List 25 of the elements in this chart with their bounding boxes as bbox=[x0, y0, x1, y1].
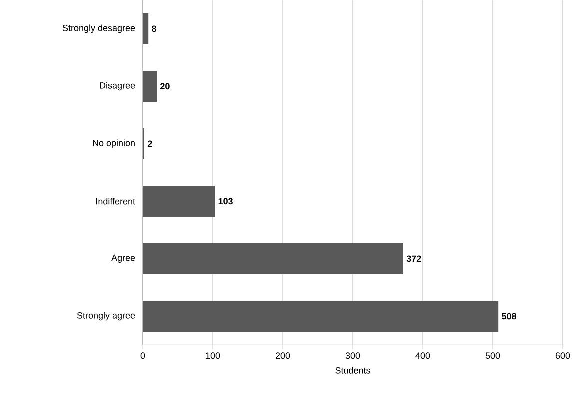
y-tick-label: Strongly desagree bbox=[62, 24, 136, 34]
y-tick-label: Agree bbox=[112, 254, 136, 263]
x-tick-label: 100 bbox=[206, 352, 220, 359]
x-tick-label: 200 bbox=[276, 352, 290, 359]
x-tick-label: 0 bbox=[140, 352, 146, 359]
bar bbox=[143, 243, 404, 274]
x-tick-label: 600 bbox=[556, 352, 570, 359]
x-axis-title: Students bbox=[336, 367, 370, 374]
bar bbox=[143, 300, 499, 332]
y-tick-label: Disagree bbox=[100, 82, 136, 91]
data-label: 8 bbox=[152, 26, 157, 32]
bar bbox=[143, 13, 149, 44]
bar bbox=[143, 70, 158, 102]
data-label: 2 bbox=[148, 140, 152, 147]
data-label: 103 bbox=[218, 198, 233, 205]
y-tick-label: Strongly agree bbox=[77, 312, 136, 321]
x-tick-label: 500 bbox=[486, 352, 500, 359]
data-label: 20 bbox=[160, 83, 170, 90]
y-tick-label: No opinion bbox=[93, 140, 135, 148]
x-tick-label: 400 bbox=[416, 352, 430, 359]
x-tick-label: 300 bbox=[346, 352, 360, 359]
bar bbox=[143, 186, 216, 217]
data-label: 508 bbox=[502, 313, 517, 320]
data-label: 372 bbox=[406, 256, 422, 262]
y-tick-label: Indifferent bbox=[96, 198, 136, 205]
